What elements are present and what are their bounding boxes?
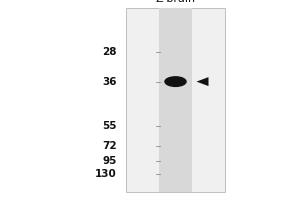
- Bar: [159, 8, 192, 192]
- Ellipse shape: [164, 76, 187, 87]
- Text: 28: 28: [103, 47, 117, 57]
- Text: Z-brain: Z-brain: [155, 0, 196, 4]
- Text: 130: 130: [95, 169, 117, 179]
- Polygon shape: [196, 77, 208, 86]
- Text: 55: 55: [103, 121, 117, 131]
- Bar: [126, 8, 225, 192]
- Text: 72: 72: [102, 141, 117, 151]
- Text: 36: 36: [103, 77, 117, 87]
- Text: 95: 95: [103, 156, 117, 166]
